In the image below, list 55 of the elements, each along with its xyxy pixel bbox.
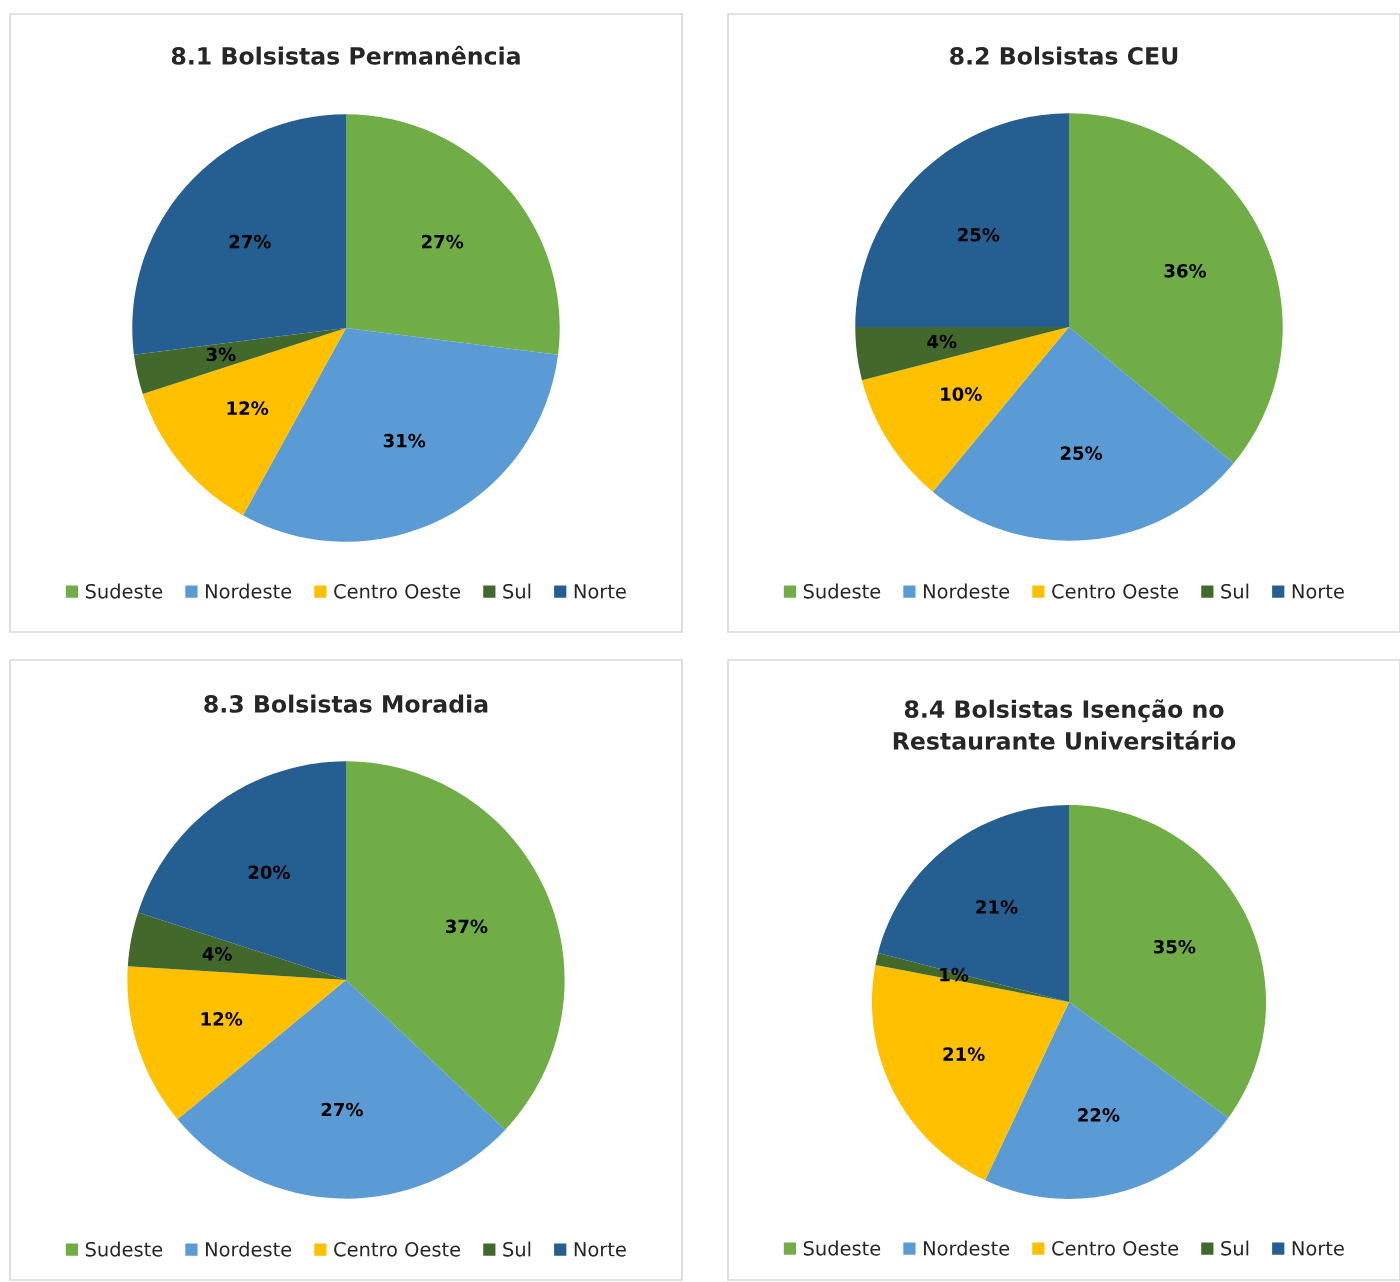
pie-slice	[127, 912, 346, 980]
data-label: 35%	[1153, 939, 1196, 954]
data-label: 31%	[383, 433, 426, 448]
data-label: 36%	[1164, 263, 1207, 278]
legend-label: Centro Oeste	[1052, 583, 1179, 599]
legend-label: Nordeste	[923, 583, 1010, 599]
legend-label: Sul	[1221, 583, 1249, 599]
data-label: 4%	[927, 334, 957, 349]
chart-title: 8.4 Bolsistas Isenção no Restaurante Universitário	[893, 699, 1236, 750]
legend-label: Centro Oeste	[334, 583, 461, 599]
data-label: 12%	[201, 1012, 243, 1026]
legend-label: Norte	[1292, 1241, 1344, 1256]
data-label: 37%	[445, 919, 488, 934]
legend-label: Centro Oeste	[1052, 1240, 1179, 1256]
legend-label: Nordeste	[923, 1240, 1010, 1256]
chart-title: 8.3 Bolsistas Moradia	[204, 694, 488, 713]
legend-label: Sudeste	[803, 583, 881, 599]
pie-slice	[177, 980, 506, 1199]
pie-slice	[985, 1002, 1229, 1200]
legend-label: Nordeste	[205, 1241, 292, 1257]
pie-slice	[138, 761, 346, 980]
data-label: 27%	[422, 234, 464, 249]
pie-slice	[855, 327, 1069, 381]
legend-label: Norte	[1292, 584, 1344, 599]
pie-slice	[878, 804, 1069, 1002]
data-label: 27%	[321, 1102, 363, 1117]
legend-label: Nordeste	[205, 583, 292, 599]
pie-slice	[875, 952, 1069, 1002]
data-label: 22%	[1078, 1108, 1120, 1122]
data-label: 12%	[227, 401, 269, 415]
data-label: 21%	[976, 900, 1018, 914]
legend-label: Sudeste	[85, 1241, 163, 1257]
data-label: 25%	[958, 227, 1000, 242]
pie-slice	[871, 965, 1069, 1181]
pie-slice	[133, 328, 346, 395]
legend-label: Sudeste	[85, 583, 163, 599]
legend-label: Norte	[574, 1242, 626, 1257]
data-label: 20%	[248, 865, 290, 880]
data-label: 4%	[202, 947, 232, 961]
legend-label: Sudeste	[803, 1240, 881, 1256]
legend-label: Sul	[503, 583, 531, 599]
legend-label: Sul	[503, 1241, 531, 1257]
pie-slice	[346, 114, 560, 355]
data-label: 21%	[943, 1047, 985, 1061]
data-label: 10%	[941, 387, 982, 401]
pie-slice	[855, 113, 1069, 327]
legend-label: Norte	[574, 584, 626, 599]
pie-slice	[142, 328, 346, 516]
data-label: 27%	[229, 234, 271, 249]
chart-title: 8.1 Bolsistas Permanência	[171, 45, 520, 65]
data-label: 3%	[206, 347, 236, 362]
chart-title: 8.2 Bolsistas CEU	[950, 46, 1178, 65]
legend-label: Centro Oeste	[334, 1241, 461, 1257]
legend-label: Sul	[1221, 1240, 1249, 1256]
data-label: 25%	[1060, 446, 1103, 460]
